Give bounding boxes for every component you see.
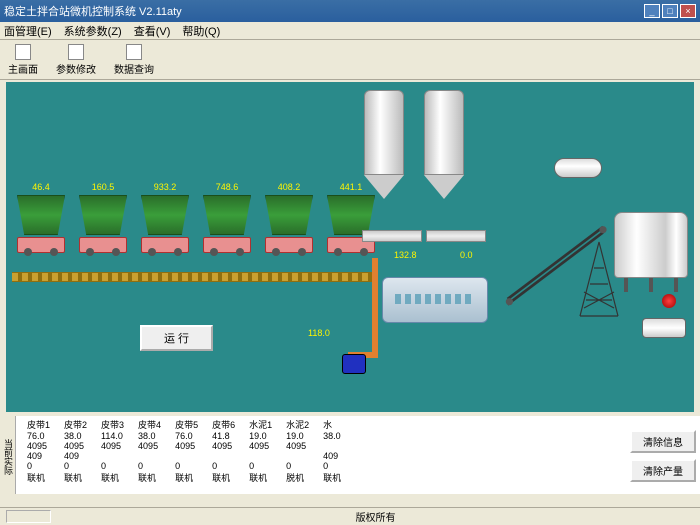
menu-bar: 面管理(E) 系统参数(Z) 查看(V) 帮助(Q) — [0, 22, 700, 40]
clear-info-button[interactable]: 清除信息 — [630, 430, 696, 453]
data-table: 皮带1皮带2皮带3皮带4皮带5皮带6水泥1水泥2水 76.038.0114.03… — [16, 416, 626, 494]
hopper-icon — [17, 195, 65, 235]
menu-item[interactable]: 系统参数(Z) — [64, 23, 122, 39]
menu-item[interactable]: 帮助(Q) — [182, 23, 220, 39]
data-panel: 当前实际 皮带1皮带2皮带3皮带4皮带5皮带6水泥1水泥2水 76.038.01… — [0, 416, 700, 494]
scada-canvas: 46.4 160.5 933.2 748.6 408.2 441.1 运 行 1… — [6, 82, 694, 412]
table-row: 000000000 — [20, 461, 348, 471]
pump-icon — [342, 354, 366, 374]
hopper-1: 46.4 — [12, 182, 70, 253]
status-bar: 版权所有 — [0, 507, 700, 525]
storage-tank — [614, 212, 688, 300]
mixer — [382, 277, 488, 323]
hopper-4: 748.6 — [198, 182, 256, 253]
auger-1 — [362, 230, 422, 242]
minimize-button[interactable]: _ — [644, 4, 660, 18]
col-header: 水泥2 — [279, 418, 316, 431]
cart-icon — [265, 237, 313, 253]
status-center: 版权所有 — [57, 509, 694, 524]
col-header: 皮带1 — [20, 418, 57, 431]
col-header: 皮带4 — [131, 418, 168, 431]
col-header: 皮带6 — [205, 418, 242, 431]
window-title: 稳定土拌合站微机控制系统 V2.11aty — [4, 3, 642, 19]
col-header: 皮带5 — [168, 418, 205, 431]
hopper-3: 933.2 — [136, 182, 194, 253]
rail-track — [12, 272, 372, 282]
table-row: 76.038.0114.038.076.041.819.019.038.0 — [20, 431, 348, 441]
col-header: 水 — [316, 418, 348, 431]
col-header: 皮带2 — [57, 418, 94, 431]
hopper-2: 160.5 — [74, 182, 132, 253]
panel-side-label: 当前实际 — [0, 416, 16, 494]
hopper-icon — [141, 195, 189, 235]
maximize-button[interactable]: □ — [662, 4, 678, 18]
cart-icon — [17, 237, 65, 253]
tool-params[interactable]: 参数修改 — [56, 44, 96, 76]
run-button[interactable]: 运 行 — [140, 325, 213, 351]
cart-icon — [141, 237, 189, 253]
col-header: 皮带3 — [94, 418, 131, 431]
table-row: 40954095409540954095409540954095 — [20, 441, 348, 451]
hopper-icon — [265, 195, 313, 235]
title-bar: 稳定土拌合站微机控制系统 V2.11aty _ □ × — [0, 0, 700, 22]
auger-2 — [426, 230, 486, 242]
settings-icon — [68, 44, 84, 60]
cart-icon — [203, 237, 251, 253]
hopper-group: 46.4 160.5 933.2 748.6 408.2 441.1 — [12, 182, 380, 253]
table-row: 联机联机联机联机联机联机联机脱机联机 — [20, 471, 348, 484]
horizontal-tank — [554, 158, 602, 178]
menu-item[interactable]: 面管理(E) — [4, 23, 52, 39]
silo-2 — [424, 90, 464, 205]
col-header: 水泥1 — [242, 418, 279, 431]
clear-output-button[interactable]: 清除产量 — [630, 459, 696, 482]
toolbar: 主画面 参数修改 数据查询 — [0, 40, 700, 80]
pump-label: 118.0 — [308, 328, 330, 338]
silo-label-1: 132.8 — [394, 250, 417, 260]
silo-label-2: 0.0 — [460, 250, 473, 260]
tool-data-query[interactable]: 数据查询 — [114, 44, 154, 76]
menu-item[interactable]: 查看(V) — [134, 23, 171, 39]
pipe-vertical — [372, 258, 378, 358]
silo-1 — [364, 90, 404, 205]
close-button[interactable]: × — [680, 4, 696, 18]
side-buttons: 清除信息 清除产量 — [626, 416, 700, 494]
table-row: 409409409 — [20, 451, 348, 461]
cart-icon — [79, 237, 127, 253]
tool-main-screen[interactable]: 主画面 — [8, 44, 38, 76]
status-left — [6, 510, 51, 523]
indicator-light — [662, 294, 676, 308]
hopper-icon — [79, 195, 127, 235]
truck-icon — [642, 318, 686, 338]
hopper-5: 408.2 — [260, 182, 318, 253]
home-icon — [15, 44, 31, 60]
hopper-icon — [203, 195, 251, 235]
search-icon — [126, 44, 142, 60]
